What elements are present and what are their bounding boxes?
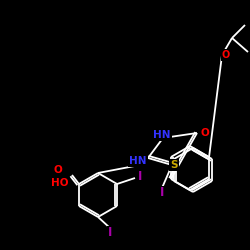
Text: I: I: [160, 186, 164, 200]
Text: I: I: [138, 170, 142, 182]
Text: HN: HN: [129, 156, 147, 166]
Text: O: O: [222, 50, 230, 60]
Text: HO: HO: [51, 178, 69, 188]
Text: HN: HN: [153, 130, 171, 140]
Text: O: O: [200, 128, 209, 138]
Text: S: S: [170, 160, 178, 170]
Text: O: O: [54, 165, 62, 175]
Text: I: I: [108, 226, 112, 239]
